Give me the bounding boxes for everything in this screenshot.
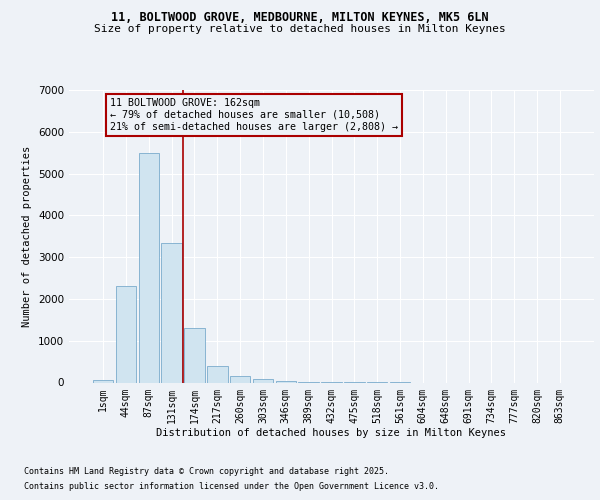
Bar — [230, 376, 250, 382]
X-axis label: Distribution of detached houses by size in Milton Keynes: Distribution of detached houses by size … — [157, 428, 506, 438]
Text: 11, BOLTWOOD GROVE, MEDBOURNE, MILTON KEYNES, MK5 6LN: 11, BOLTWOOD GROVE, MEDBOURNE, MILTON KE… — [111, 11, 489, 24]
Text: Size of property relative to detached houses in Milton Keynes: Size of property relative to detached ho… — [94, 24, 506, 34]
Bar — [116, 286, 136, 382]
Bar — [253, 380, 273, 382]
Text: Contains HM Land Registry data © Crown copyright and database right 2025.: Contains HM Land Registry data © Crown c… — [24, 467, 389, 476]
Bar — [161, 242, 182, 382]
Bar — [275, 381, 296, 382]
Text: 11 BOLTWOOD GROVE: 162sqm
← 79% of detached houses are smaller (10,508)
21% of s: 11 BOLTWOOD GROVE: 162sqm ← 79% of detac… — [110, 98, 398, 132]
Bar — [207, 366, 227, 382]
Text: Contains public sector information licensed under the Open Government Licence v3: Contains public sector information licen… — [24, 482, 439, 491]
Bar — [139, 152, 159, 382]
Bar — [93, 380, 113, 382]
Bar — [184, 328, 205, 382]
Y-axis label: Number of detached properties: Number of detached properties — [22, 146, 32, 327]
